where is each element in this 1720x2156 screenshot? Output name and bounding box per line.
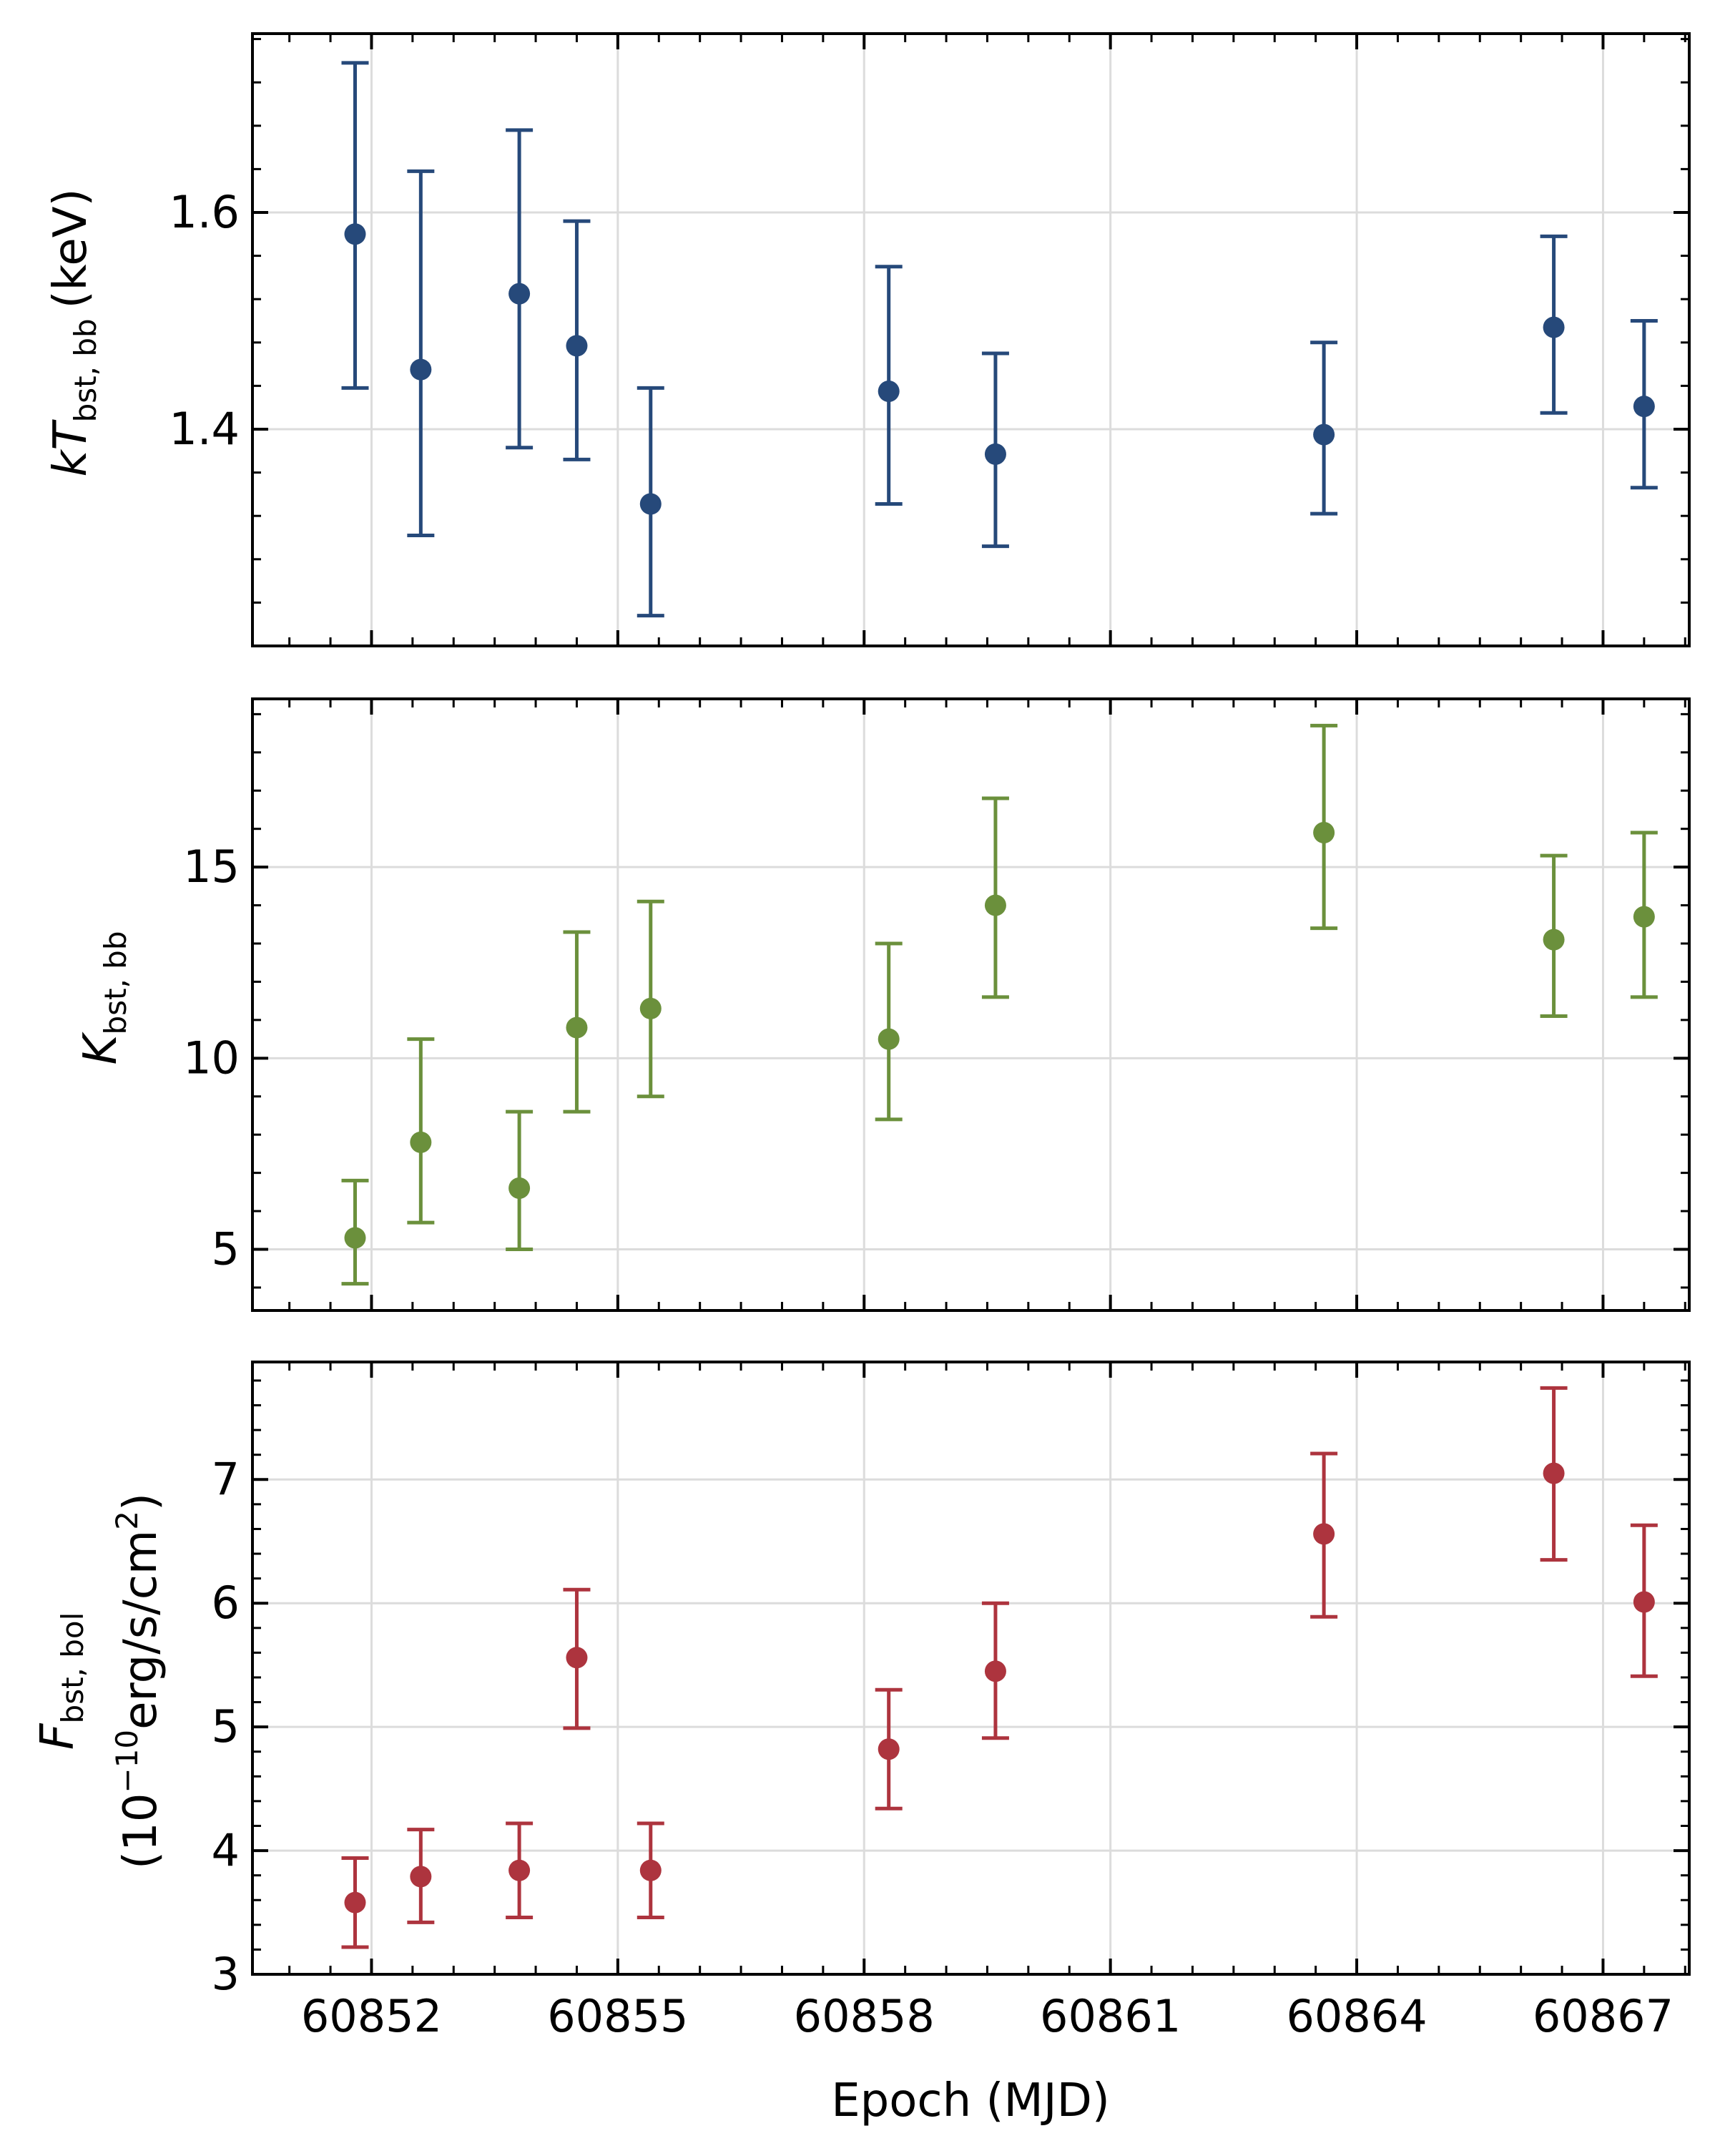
x-tick-label: 60858 — [794, 1990, 935, 2042]
data-point — [1633, 906, 1655, 928]
data-point — [1543, 316, 1565, 338]
grid-top — [252, 34, 1689, 646]
data-point — [1543, 928, 1565, 951]
y-tick-label: 3 — [212, 1948, 240, 2000]
y-tick-label: 6 — [212, 1577, 240, 1629]
ytick-labels-bottom: 3 4 5 6 7 — [212, 1453, 240, 2000]
grid-bottom — [252, 1362, 1689, 1976]
y-tick-label: 15 — [183, 841, 240, 893]
ylabel-bottom-line1: Fbst, bol — [31, 1612, 90, 1750]
ylabel-top: kTbst, bb(keV) — [44, 188, 103, 476]
panel-top-kT: 1.4 1.6 kTbst, bb(keV) — [44, 32, 1691, 647]
data-point — [344, 223, 366, 245]
data-point — [1313, 822, 1335, 844]
axes-frame-top — [251, 32, 1691, 647]
y-tick-label: 7 — [212, 1453, 240, 1505]
ytick-labels-middle: 5 10 15 — [183, 841, 240, 1275]
marks-bottom — [341, 1386, 1658, 1949]
y-tick-label: 5 — [212, 1223, 240, 1275]
xlabel: Epoch (MJD) — [831, 2074, 1110, 2127]
y-tick-label: 5 — [212, 1700, 240, 1753]
data-point — [566, 1647, 588, 1669]
x-tick-label: 60852 — [301, 1990, 442, 2042]
data-point — [984, 1660, 1006, 1682]
ticks-top — [252, 34, 1689, 647]
data-point — [1313, 1523, 1335, 1545]
data-point — [410, 1866, 432, 1888]
data-point — [984, 894, 1006, 916]
axes-frame-middle — [251, 697, 1691, 1312]
data-point — [410, 1131, 432, 1153]
panel-bottom-F: 3 4 5 6 7 60852 60855 60858 60861 60864 60867 Fbs… — [31, 1361, 1691, 2042]
marks-top — [341, 61, 1658, 618]
ytick-labels-top: 1.4 1.6 — [169, 186, 240, 455]
axes-frame-bottom — [251, 1361, 1691, 1976]
y-tick-label: 10 — [183, 1032, 240, 1084]
data-point — [1543, 1462, 1565, 1484]
x-tick-label: 60855 — [547, 1990, 688, 2042]
y-tick-label: 1.4 — [169, 403, 240, 455]
y-tick-label: 4 — [212, 1824, 240, 1876]
data-point — [410, 358, 432, 381]
data-point — [566, 335, 588, 357]
x-tick-label: 60864 — [1286, 1990, 1427, 2042]
grid-middle — [252, 699, 1689, 1310]
y-tick-label: 1.6 — [169, 186, 240, 238]
data-point — [1313, 423, 1335, 446]
data-point — [639, 493, 662, 515]
data-point — [878, 1028, 900, 1050]
data-point — [1633, 396, 1655, 418]
data-point — [878, 380, 900, 402]
data-point — [639, 997, 662, 1019]
xtick-labels: 60852 60855 60858 60861 60864 60867 — [301, 1990, 1674, 2042]
panel-middle-K: 5 10 15 Kbst, bb — [74, 697, 1691, 1312]
ticks-middle — [252, 699, 1689, 1310]
ylabel-middle: Kbst, bb — [74, 931, 133, 1065]
data-point — [508, 283, 531, 305]
data-point — [344, 1227, 366, 1249]
data-point — [508, 1177, 531, 1199]
data-point — [984, 443, 1006, 465]
data-point — [1633, 1591, 1655, 1613]
data-point — [639, 1859, 662, 1881]
data-point — [344, 1891, 366, 1914]
data-point — [508, 1859, 531, 1881]
ticks-bottom — [252, 1362, 1689, 1976]
data-point — [566, 1016, 588, 1039]
ylabel-bottom-line2: (10−10erg/s/cm2) — [109, 1493, 167, 1869]
x-tick-label: 60867 — [1533, 1990, 1674, 2042]
data-point — [878, 1738, 900, 1760]
marks-middle — [341, 723, 1658, 1286]
x-tick-label: 60861 — [1040, 1990, 1181, 2042]
